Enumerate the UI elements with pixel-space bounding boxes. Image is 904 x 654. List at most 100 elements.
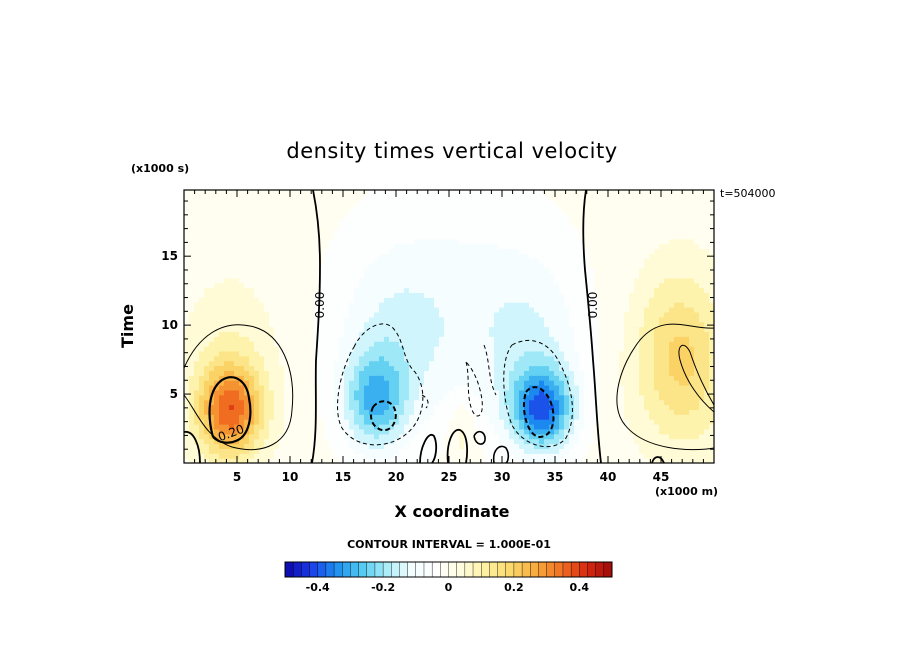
heatmap-cell xyxy=(534,297,540,303)
heatmap-cell xyxy=(189,443,195,449)
heatmap-cell xyxy=(574,419,580,425)
heatmap-cell xyxy=(409,263,415,269)
heatmap-cell xyxy=(494,404,500,410)
heatmap-cell xyxy=(349,394,355,401)
heatmap-cell xyxy=(384,414,390,420)
heatmap-cell xyxy=(294,350,300,357)
heatmap-cell xyxy=(504,428,510,435)
heatmap-cell xyxy=(654,311,660,318)
heatmap-cell xyxy=(504,326,510,332)
heatmap-cell xyxy=(464,292,470,298)
heatmap-cell xyxy=(629,233,635,240)
heatmap-cell xyxy=(229,287,235,293)
heatmap-cell xyxy=(704,321,710,328)
heatmap-cell xyxy=(514,302,520,308)
heatmap-cell xyxy=(269,316,275,323)
heatmap-cell xyxy=(244,404,250,410)
heatmap-cell xyxy=(614,341,620,347)
y-axis-unit: (x1000 s) xyxy=(131,162,190,175)
heatmap-cell xyxy=(639,248,645,254)
heatmap-cell xyxy=(259,380,265,386)
heatmap-cell xyxy=(239,409,245,415)
heatmap-cell xyxy=(464,297,470,303)
heatmap-cell xyxy=(619,443,625,449)
heatmap-cell xyxy=(279,248,285,254)
heatmap-cell xyxy=(374,287,380,293)
heatmap-cell xyxy=(709,321,714,328)
heatmap-cell xyxy=(424,292,430,298)
heatmap-cell xyxy=(524,404,530,410)
heatmap-cell xyxy=(324,443,330,449)
heatmap-cell xyxy=(209,253,215,259)
heatmap-cell xyxy=(539,316,545,323)
heatmap-cell xyxy=(439,253,445,259)
heatmap-cell xyxy=(604,316,610,323)
heatmap-cell xyxy=(184,272,190,279)
heatmap-cell xyxy=(184,277,190,284)
heatmap-cell xyxy=(339,394,345,401)
heatmap-cell xyxy=(189,243,195,250)
heatmap-cell xyxy=(419,268,425,274)
heatmap-cell xyxy=(524,287,530,293)
heatmap-cell xyxy=(579,419,585,425)
heatmap-cell xyxy=(199,428,205,435)
heatmap-cell xyxy=(194,316,200,323)
heatmap-cell xyxy=(324,307,330,313)
heatmap-cell xyxy=(564,346,570,352)
heatmap-cell xyxy=(339,419,345,425)
heatmap-cell xyxy=(234,350,240,357)
heatmap-cell xyxy=(654,272,660,279)
heatmap-cell xyxy=(464,428,470,435)
heatmap-cell xyxy=(574,258,580,264)
heatmap-cell xyxy=(474,404,480,410)
heatmap-cell xyxy=(429,448,435,454)
heatmap-cell xyxy=(629,307,635,313)
heatmap-cell xyxy=(284,448,290,454)
heatmap-cell xyxy=(264,365,270,371)
heatmap-cell xyxy=(189,336,195,342)
heatmap-cell xyxy=(294,326,300,332)
heatmap-cell xyxy=(384,331,390,337)
heatmap-cell xyxy=(394,282,400,289)
heatmap-cell xyxy=(444,326,450,332)
heatmap-cell xyxy=(189,238,195,245)
heatmap-cell xyxy=(359,238,365,245)
heatmap-cell xyxy=(384,243,390,250)
heatmap-cell xyxy=(384,443,390,449)
heatmap-cell xyxy=(409,370,415,376)
heatmap-cell xyxy=(254,307,260,313)
heatmap-cell xyxy=(684,268,690,274)
heatmap-cell xyxy=(209,370,215,376)
heatmap-cell xyxy=(299,419,305,425)
heatmap-cell xyxy=(299,297,305,303)
heatmap-cell xyxy=(499,277,505,284)
heatmap-cell xyxy=(589,443,595,449)
heatmap-cell xyxy=(204,438,210,445)
heatmap-cell xyxy=(709,263,714,269)
heatmap-cell xyxy=(534,414,540,420)
heatmap-cell xyxy=(559,263,565,269)
heatmap-cell xyxy=(504,258,510,264)
heatmap-cell xyxy=(704,438,710,445)
heatmap-cell xyxy=(559,311,565,318)
heatmap-cell xyxy=(609,448,615,454)
heatmap-cell xyxy=(324,399,330,406)
heatmap-cell xyxy=(664,385,670,391)
heatmap-cell xyxy=(649,302,655,308)
heatmap-cell xyxy=(604,287,610,293)
heatmap-cell xyxy=(559,331,565,337)
heatmap-cell xyxy=(399,272,405,279)
heatmap-cell xyxy=(344,419,350,425)
heatmap-cell xyxy=(639,443,645,449)
heatmap-cell xyxy=(274,248,280,254)
heatmap-cell xyxy=(304,336,310,342)
heatmap-cell xyxy=(324,433,330,440)
heatmap-cell xyxy=(624,365,630,371)
heatmap-cell xyxy=(244,341,250,347)
heatmap-cell xyxy=(614,331,620,337)
heatmap-cell xyxy=(509,350,515,357)
heatmap-cell xyxy=(674,341,680,347)
heatmap-cell xyxy=(499,292,505,298)
heatmap-cell xyxy=(249,233,255,240)
heatmap-cell xyxy=(624,419,630,425)
